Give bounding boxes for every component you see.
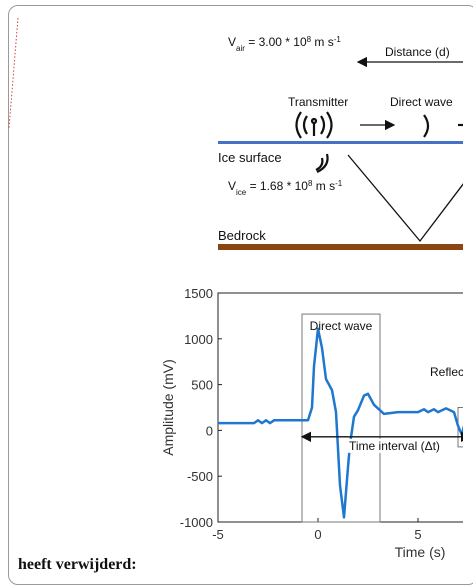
y-tick-label: 1500	[184, 286, 213, 301]
change-marker	[9, 18, 18, 128]
label-part: V	[228, 35, 236, 49]
y-tick-label: 0	[206, 423, 213, 438]
x-tick-label: 5	[414, 527, 421, 542]
reflected-box	[458, 408, 473, 447]
label-part: -1	[335, 179, 343, 188]
label-part: -1	[334, 35, 342, 44]
ice-surface-label: Ice surface	[218, 150, 282, 165]
v-air-label: Vair = 3.00 * 108 m s-1	[228, 35, 341, 53]
label-part: air	[236, 44, 245, 53]
x-tick-label: -5	[212, 527, 224, 542]
page: Vair = 3.00 * 108 m s-1 Distance (d) Tra…	[0, 0, 473, 575]
figure-content: Vair = 3.00 * 108 m s-1 Distance (d) Tra…	[160, 35, 473, 561]
distance-label: Distance (d)	[385, 45, 450, 59]
label-part: m s	[312, 179, 335, 193]
label-part: = 3.00 * 10	[245, 35, 307, 49]
label-part: ice	[236, 188, 247, 197]
time-interval-label: Time interval (Δt)	[349, 439, 440, 453]
y-tick-label: 500	[191, 378, 213, 393]
reflection-path	[348, 155, 470, 241]
signal-line	[218, 329, 464, 518]
transmitter-label: Transmitter	[288, 95, 348, 109]
figure: Vair = 3.00 * 108 m s-1 Distance (d) Tra…	[0, 0, 473, 575]
bedrock-label: Bedrock	[218, 228, 266, 243]
direct-wave-label: Direct wave	[390, 95, 453, 109]
label-part: m s	[311, 35, 334, 49]
y-axis-label: Amplitude (mV)	[160, 359, 176, 455]
label-part: = 1.68 * 10	[246, 179, 308, 193]
v-ice-label: Vice = 1.68 * 108 m s-1	[228, 179, 343, 197]
x-tick-label: 0	[314, 527, 321, 542]
x-axis-label: Time (s)	[395, 544, 446, 560]
ice-surface-line	[218, 141, 473, 144]
deleted-note: heeft verwijderd:	[18, 556, 137, 574]
label-part: V	[228, 179, 236, 193]
y-tick-label: -500	[187, 469, 213, 484]
y-tick-label: 1000	[184, 332, 213, 347]
reflected-annotation: Reflected wave	[430, 365, 473, 379]
y-tick-label: -1000	[180, 515, 213, 530]
bedrock-layer	[218, 244, 473, 250]
